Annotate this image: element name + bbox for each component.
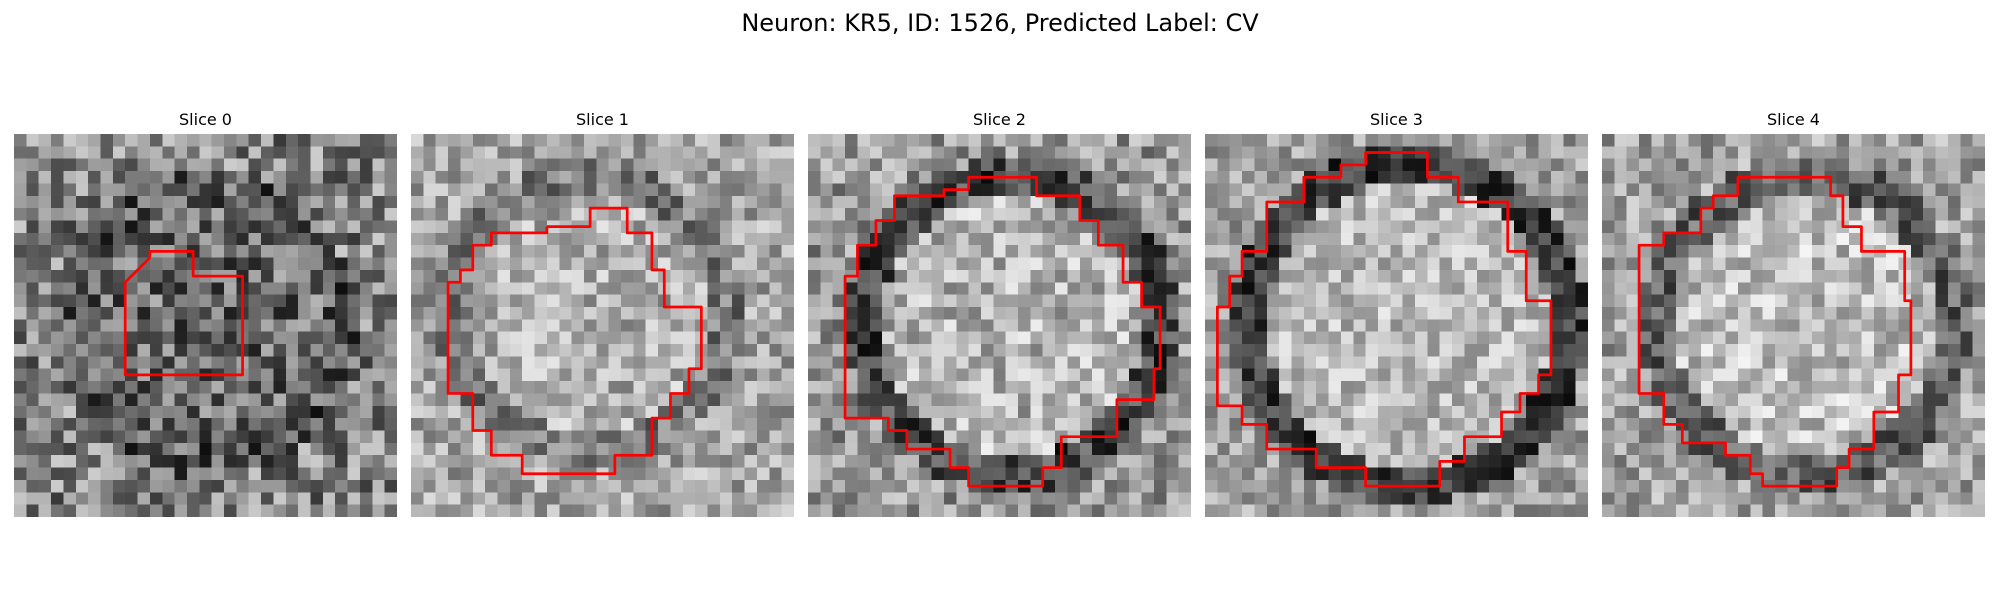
slice-title-4: Slice 4 — [1767, 110, 1820, 129]
slice-title-3: Slice 3 — [1370, 110, 1423, 129]
slice-image-2 — [808, 134, 1191, 517]
slice-title-1: Slice 1 — [576, 110, 629, 129]
slice-title-2: Slice 2 — [973, 110, 1026, 129]
slice-panel-2: Slice 2 — [808, 108, 1191, 517]
segmentation-contour-2 — [843, 175, 1162, 488]
slice-panel-0: Slice 0 — [14, 108, 397, 517]
segmentation-contour-1 — [446, 206, 703, 476]
slice-title-0: Slice 0 — [179, 110, 232, 129]
slice-image-4 — [1602, 134, 1985, 517]
segmentation-contour-4 — [1637, 175, 1913, 488]
slice-panel-1: Slice 1 — [411, 108, 794, 517]
figure-title: Neuron: KR5, ID: 1526, Predicted Label: … — [741, 9, 1259, 37]
slice-panel-3: Slice 3 — [1205, 108, 1588, 517]
slice-image-0 — [14, 134, 397, 517]
slice-image-1 — [411, 134, 794, 517]
segmentation-contour-3 — [1215, 151, 1553, 488]
slice-panel-4: Slice 4 — [1602, 108, 1985, 517]
segmentation-contour-0 — [123, 250, 244, 377]
slice-image-3 — [1205, 134, 1588, 517]
